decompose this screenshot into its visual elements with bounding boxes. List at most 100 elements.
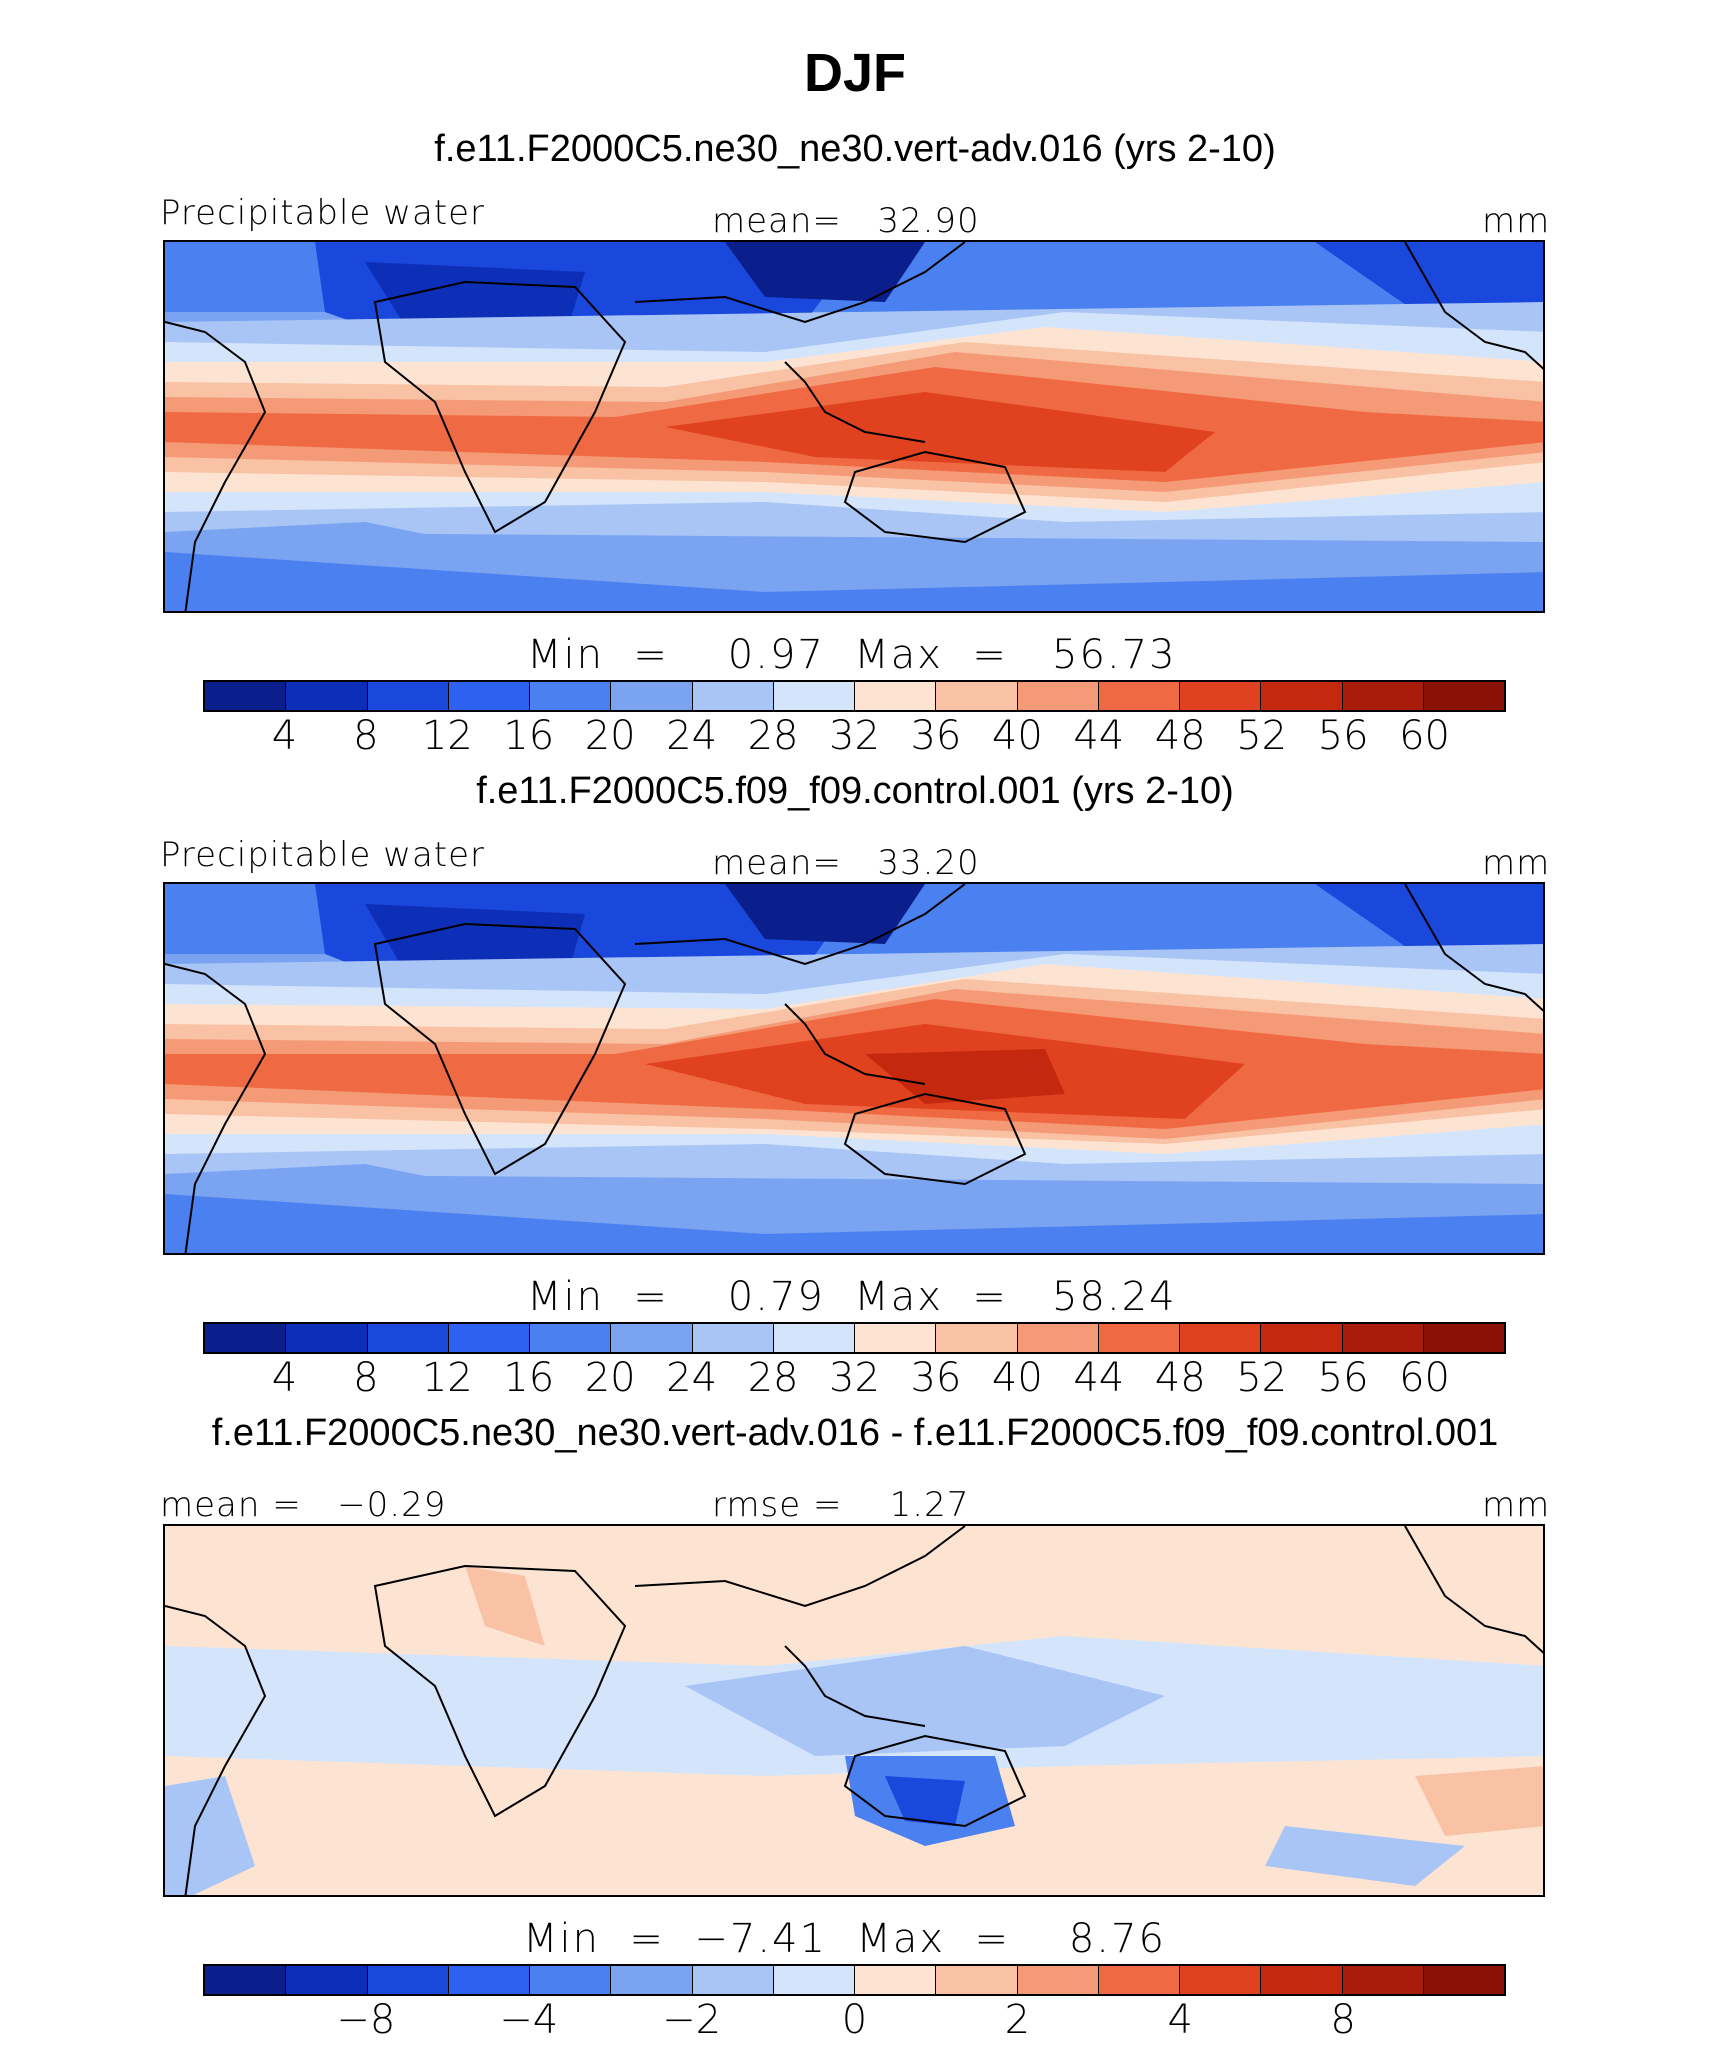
colorbar-swatch (286, 682, 368, 710)
colorbar-swatch (367, 1966, 449, 1994)
colorbar-swatch (286, 1324, 368, 1352)
colorbar-tick-label: 48 (1154, 713, 1206, 759)
panel3-units-label: mm (1482, 1485, 1551, 1525)
panel2-units-label: mm (1482, 843, 1551, 883)
panel3-colorbar (203, 1964, 1506, 1996)
colorbar-tick-label: 48 (1154, 1355, 1206, 1401)
panel1-colorbar (203, 680, 1506, 712)
colorbar-swatch (1180, 1324, 1262, 1352)
colorbar-swatch (855, 1966, 937, 1994)
colorbar-swatch (692, 1324, 774, 1352)
colorbar-swatch (367, 1324, 449, 1352)
panel1-units-label: mm (1482, 201, 1551, 241)
colorbar-swatch (1261, 1966, 1343, 1994)
panel2-field (165, 884, 1543, 1253)
panel2-colorbar-ticks: 4 8 12 16 20 24 28 32 36 40 44 48 52 56 60 (203, 1355, 1506, 1405)
colorbar-tick-label: 28 (747, 713, 799, 759)
panel1-map (163, 240, 1545, 613)
colorbar-swatch (1342, 1324, 1424, 1352)
colorbar-tick-label: 56 (1317, 1355, 1369, 1401)
colorbar-swatch (611, 682, 693, 710)
colorbar-swatch (1423, 1966, 1504, 1994)
colorbar-tick-label: 40 (991, 713, 1043, 759)
colorbar-swatch (773, 1324, 855, 1352)
colorbar-tick-label: 20 (584, 713, 636, 759)
colorbar-swatch (1180, 682, 1262, 710)
colorbar-tick-label: 4 (271, 713, 298, 759)
colorbar-swatch (611, 1324, 693, 1352)
panel3-field (165, 1526, 1543, 1895)
colorbar-tick-label: 0 (841, 1997, 868, 2043)
colorbar-tick-label: −2 (662, 1997, 722, 2043)
colorbar-swatch (773, 1966, 855, 1994)
colorbar-tick-label: 8 (353, 713, 379, 759)
colorbar-swatch (530, 1966, 612, 1994)
colorbar-swatch (1342, 682, 1424, 710)
panel2-mean-label: mean= 33.20 (712, 843, 980, 883)
colorbar-swatch (1423, 682, 1504, 710)
colorbar-tick-label: 12 (421, 713, 473, 759)
colorbar-swatch (1017, 1966, 1099, 1994)
colorbar-tick-label: 16 (503, 713, 555, 759)
panel1-variable-label: Precipitable water (160, 193, 486, 233)
panel3-rmse-label: rmse = 1.27 (712, 1485, 970, 1525)
colorbar-swatch (1098, 1324, 1180, 1352)
colorbar-swatch (855, 682, 937, 710)
colorbar-swatch (692, 682, 774, 710)
colorbar-tick-label: 44 (1073, 1355, 1125, 1401)
colorbar-swatch (1098, 1966, 1180, 1994)
colorbar-tick-label: 60 (1399, 1355, 1451, 1401)
colorbar-swatch (205, 682, 287, 710)
colorbar-swatch (611, 1966, 693, 1994)
colorbar-swatch (936, 682, 1018, 710)
colorbar-swatch (1180, 1966, 1262, 1994)
colorbar-swatch (936, 1324, 1018, 1352)
panel2-map (163, 882, 1545, 1255)
colorbar-swatch (286, 1966, 368, 1994)
colorbar-tick-label: 28 (747, 1355, 799, 1401)
colorbar-swatch (448, 682, 530, 710)
colorbar-swatch (530, 682, 612, 710)
colorbar-swatch (205, 1966, 287, 1994)
colorbar-swatch (1423, 1324, 1504, 1352)
colorbar-tick-label: −4 (499, 1997, 559, 2043)
colorbar-tick-label: 16 (503, 1355, 555, 1401)
colorbar-swatch (773, 682, 855, 710)
colorbar-tick-label: 44 (1073, 713, 1125, 759)
colorbar-swatch (1261, 1324, 1343, 1352)
colorbar-tick-label: 4 (1167, 1997, 1193, 2043)
colorbar-swatch (205, 1324, 287, 1352)
colorbar-swatch (530, 1324, 612, 1352)
panel1-mean-label: mean= 32.90 (712, 201, 980, 241)
colorbar-tick-label: 8 (1330, 1997, 1356, 2043)
panel2-case-title: f.e11.F2000C5.f09_f09.control.001 (yrs 2… (476, 770, 1234, 812)
colorbar-tick-label: 8 (353, 1355, 379, 1401)
panel1-case-title: f.e11.F2000C5.ne30_ne30.vert-adv.016 (yr… (434, 128, 1276, 170)
colorbar-swatch (692, 1966, 774, 1994)
colorbar-tick-label: 60 (1399, 713, 1451, 759)
colorbar-tick-label: 36 (910, 713, 962, 759)
panel3-colorbar-ticks: −8 −4 −2 0 2 4 8 (203, 1997, 1506, 2047)
colorbar-tick-label: 36 (910, 1355, 962, 1401)
colorbar-tick-label: 32 (829, 713, 880, 759)
colorbar-tick-label: −8 (336, 1997, 396, 2043)
colorbar-swatch (367, 682, 449, 710)
panel2-colorbar (203, 1322, 1506, 1354)
colorbar-tick-label: 40 (991, 1355, 1043, 1401)
colorbar-tick-label: 20 (584, 1355, 636, 1401)
panel1-colorbar-ticks: 4 8 12 16 20 24 28 32 36 40 44 48 52 56 60 (203, 713, 1506, 763)
colorbar-tick-label: 52 (1236, 1355, 1288, 1401)
colorbar-tick-label: 12 (421, 1355, 473, 1401)
panel3-minmax: Min = −7.41 Max = 8.76 (523, 1916, 1166, 1962)
main-title: DJF (803, 43, 906, 103)
colorbar-tick-label: 52 (1236, 713, 1288, 759)
colorbar-swatch (1098, 682, 1180, 710)
colorbar-swatch (936, 1966, 1018, 1994)
panel2-minmax: Min = 0.79 Max = 58.24 (527, 1274, 1177, 1320)
colorbar-tick-label: 24 (666, 1355, 718, 1401)
panel3-map (163, 1524, 1545, 1897)
panel1-minmax: Min = 0.97 Max = 56.73 (527, 632, 1177, 678)
colorbar-tick-label: 24 (666, 713, 718, 759)
panel3-case-title: f.e11.F2000C5.ne30_ne30.vert-adv.016 - f… (211, 1412, 1499, 1454)
colorbar-tick-label: 32 (829, 1355, 880, 1401)
